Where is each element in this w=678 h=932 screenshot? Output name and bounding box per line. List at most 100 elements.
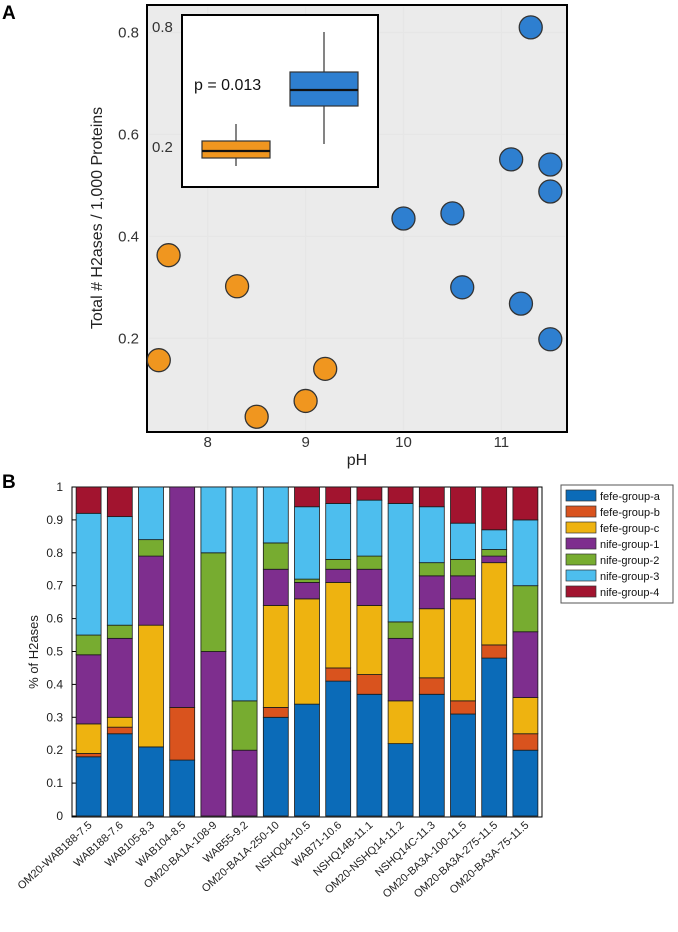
orange-point bbox=[146, 348, 171, 373]
nife-group-4-segment bbox=[294, 486, 320, 508]
x-tick-label: 11 bbox=[494, 434, 510, 451]
fefe-group-c-segment bbox=[294, 598, 320, 705]
legend-label: fefe-group-a bbox=[600, 491, 661, 503]
nife-group-3-segment bbox=[138, 486, 164, 541]
orange-point bbox=[293, 388, 318, 414]
nife-group-2-segment bbox=[75, 634, 102, 656]
nife-group-2-segment bbox=[138, 539, 164, 557]
fefe-group-c-segment bbox=[450, 598, 476, 702]
fefe-group-a-segment bbox=[106, 733, 133, 817]
legend-label: nife-group-3 bbox=[600, 571, 659, 583]
legend-swatch bbox=[565, 537, 597, 550]
nife-group-3-segment bbox=[481, 529, 508, 550]
legend-swatch bbox=[565, 585, 597, 598]
nife-group-2-segment bbox=[231, 700, 258, 751]
nife-group-4-segment bbox=[387, 486, 414, 504]
nife-group-4-segment bbox=[512, 486, 539, 521]
nife-group-3-segment bbox=[106, 516, 133, 626]
fefe-group-b-segment bbox=[512, 733, 539, 751]
nife-group-1-segment bbox=[481, 555, 508, 564]
fefe-group-a-segment bbox=[138, 746, 164, 817]
y-tick-label: 0.6 bbox=[46, 612, 63, 626]
legend-label: nife-group-4 bbox=[600, 587, 659, 599]
nife-group-2-segment bbox=[512, 585, 539, 633]
legend-label: fefe-group-b bbox=[600, 507, 660, 519]
fefe-group-b-segment bbox=[325, 667, 352, 682]
fefe-group-a-segment bbox=[262, 716, 289, 817]
y-tick-label: 0.8 bbox=[118, 24, 139, 41]
panel-b-y-axis-label: % of H2ases bbox=[26, 615, 41, 689]
orange-box bbox=[201, 140, 271, 159]
nife-group-3-segment bbox=[294, 506, 320, 580]
fefe-group-c-segment bbox=[418, 608, 445, 679]
nife-group-2-segment bbox=[106, 624, 133, 639]
fefe-group-a-segment bbox=[387, 743, 414, 817]
orange-point bbox=[224, 274, 250, 299]
legend-label: nife-group-2 bbox=[600, 555, 659, 567]
inset-p-value: p = 0.013 bbox=[194, 77, 261, 94]
nife-group-2-segment bbox=[418, 562, 445, 577]
inset-tick-label-top: 0.8 bbox=[152, 19, 173, 36]
fefe-group-c-segment bbox=[262, 605, 289, 708]
fefe-group-b-segment bbox=[356, 674, 383, 695]
fefe-group-a-segment bbox=[418, 693, 445, 817]
nife-group-1-segment bbox=[512, 631, 539, 698]
fefe-group-c-segment bbox=[356, 605, 383, 675]
nife-group-4-segment bbox=[325, 486, 352, 504]
fefe-group-c-segment bbox=[387, 700, 414, 745]
fefe-group-b-segment bbox=[418, 677, 445, 695]
nife-group-4-segment bbox=[450, 486, 476, 524]
panel-b-legend: fefe-group-a fefe-group-b fefe-group-c nife… bbox=[560, 484, 674, 604]
nife-group-2-segment bbox=[356, 555, 383, 570]
fefe-group-c-segment bbox=[106, 716, 133, 728]
nife-group-4-segment bbox=[481, 486, 508, 531]
y-tick-label: 0.6 bbox=[118, 126, 139, 143]
blue-point bbox=[391, 206, 416, 231]
legend-swatch bbox=[565, 569, 597, 582]
nife-group-3-segment bbox=[387, 503, 414, 623]
fefe-group-a-segment bbox=[169, 759, 196, 817]
y-tick-label: 0 bbox=[56, 809, 63, 823]
y-tick-label: 0.2 bbox=[118, 330, 139, 347]
blue-point bbox=[538, 179, 563, 204]
nife-group-1-segment bbox=[387, 637, 414, 702]
nife-group-4-segment bbox=[106, 486, 133, 518]
nife-group-1-segment bbox=[262, 568, 289, 606]
panel-b-y-ticks: 0 0.1 0.2 0.3 0.4 0.5 0.6 0.7 0.8 0.9 1 bbox=[46, 480, 77, 823]
blue-point bbox=[450, 275, 475, 300]
blue-point bbox=[518, 15, 543, 40]
legend-swatch bbox=[565, 521, 597, 534]
nife-group-2-segment bbox=[387, 621, 414, 639]
nife-group-1-segment bbox=[138, 555, 164, 626]
blue-point bbox=[499, 147, 524, 172]
nife-group-3-segment bbox=[450, 522, 476, 560]
y-tick-label: 0.5 bbox=[46, 645, 63, 659]
nife-group-2-segment bbox=[294, 578, 320, 583]
x-tick-label: 10 bbox=[395, 434, 412, 451]
blue-point bbox=[538, 327, 563, 352]
fefe-group-a-segment bbox=[325, 680, 352, 817]
fefe-group-c-segment bbox=[512, 697, 539, 735]
x-tick-label: 8 bbox=[204, 434, 212, 451]
fefe-group-c-segment bbox=[325, 582, 352, 669]
nife-group-1-segment bbox=[325, 568, 352, 583]
y-tick-label: 0.7 bbox=[46, 579, 63, 593]
nife-group-3-segment bbox=[262, 486, 289, 544]
nife-group-1-segment bbox=[169, 486, 196, 708]
inset-tick-label-bottom: 0.2 bbox=[152, 139, 173, 156]
nife-group-1-segment bbox=[231, 749, 258, 817]
panel-b-x-tick-labels: OM20-WAB188-7.5WAB188-7.6WAB105-8.3WAB10… bbox=[16, 819, 532, 900]
inset-boxplot: 0.8 0.2 p = 0.013 bbox=[152, 14, 379, 188]
nife-group-1-segment bbox=[356, 568, 383, 606]
fefe-group-c-segment bbox=[481, 562, 508, 646]
legend-label: nife-group-1 bbox=[600, 539, 659, 551]
fefe-group-b-segment bbox=[262, 707, 289, 718]
y-tick-label: 0.4 bbox=[46, 677, 63, 691]
nife-group-3-segment bbox=[418, 506, 445, 564]
panel-a-points bbox=[146, 15, 563, 429]
panel-a-y-axis-label: Total # H2ases / 1,000 Proteins bbox=[89, 107, 106, 329]
nife-group-1-segment bbox=[294, 582, 320, 600]
nife-group-3-segment bbox=[231, 486, 258, 702]
nife-group-2-segment bbox=[262, 542, 289, 570]
